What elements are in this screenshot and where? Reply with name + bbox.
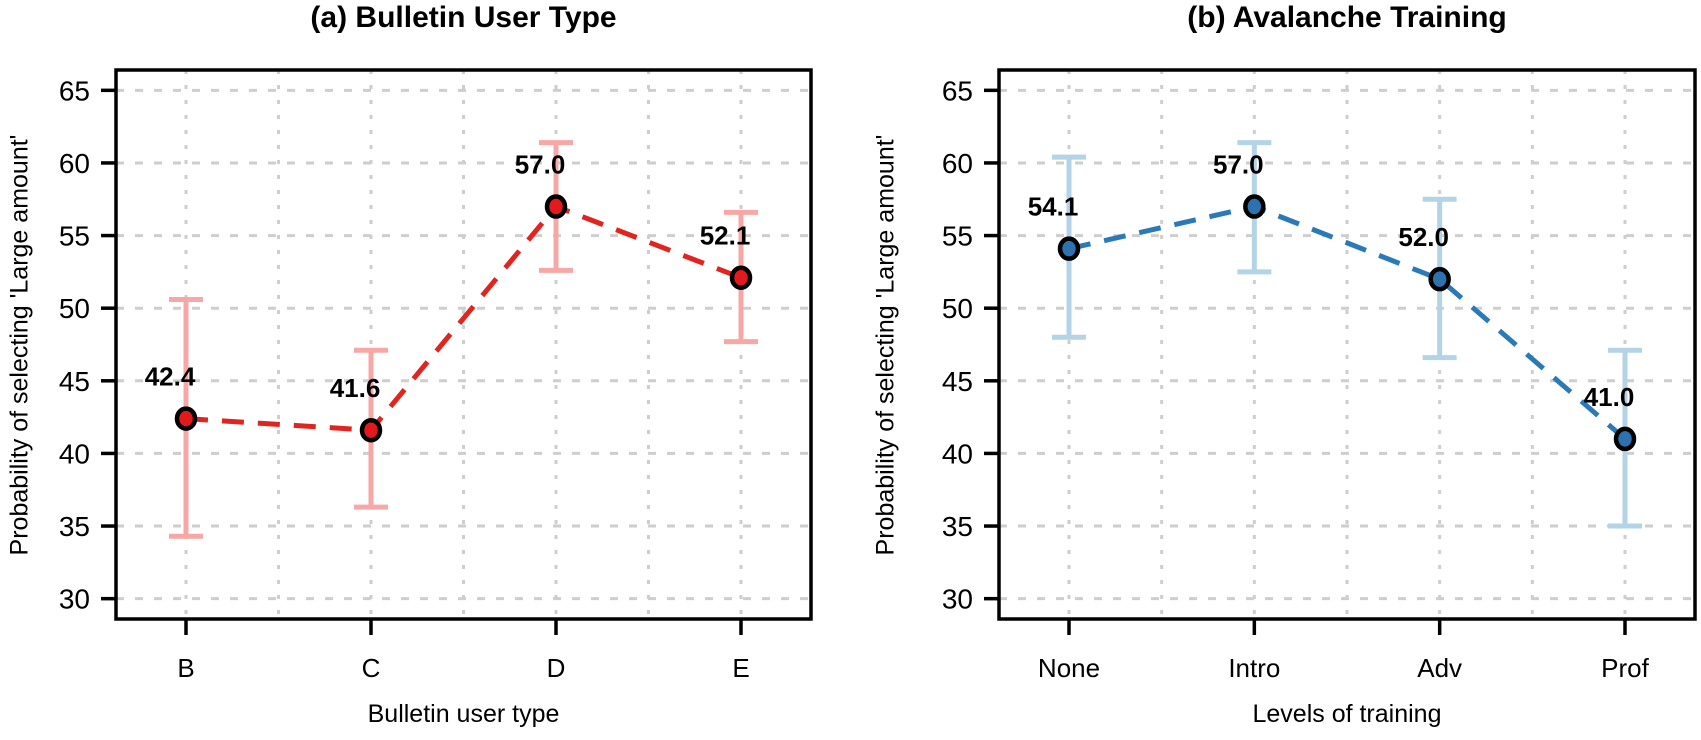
y-tick-label: 35 (59, 511, 90, 542)
panel-b-x-axis-title: Levels of training (1252, 700, 1442, 728)
y-tick-label: 50 (59, 293, 90, 324)
x-category-label: C (362, 653, 381, 683)
point-value-label: 57.0 (515, 150, 566, 180)
x-category-label: B (177, 653, 194, 683)
data-point (1428, 266, 1451, 292)
y-tick-label: 60 (59, 148, 90, 179)
data-point (544, 194, 568, 219)
x-category-label: Adv (1417, 653, 1462, 683)
y-tick-label: 50 (942, 293, 973, 324)
y-tick-label: 45 (942, 366, 973, 397)
point-value-label: 41.6 (330, 373, 381, 403)
y-tick-label: 65 (59, 75, 90, 106)
x-category-label: D (547, 653, 566, 683)
point-value-label: 52.1 (700, 221, 751, 251)
series-line (1068, 203, 1627, 441)
point-value-label: 57.0 (1213, 150, 1264, 180)
data-point (729, 265, 753, 290)
data-point (1613, 426, 1637, 452)
y-tick-label: 45 (59, 366, 90, 397)
panel-b-title: (b) Avalanche Training (1187, 1, 1507, 34)
panel-b-plot: 30 35 40 45 50 55 60 65 None Intro Adv Prof 54.1 57.0… (942, 68, 1697, 683)
data-point (359, 417, 383, 443)
y-tick-label: 40 (59, 438, 90, 469)
y-tick-label: 65 (942, 75, 973, 106)
panel-a-x-axis-title: Bulletin user type (367, 700, 560, 728)
y-tick-label: 40 (942, 438, 973, 469)
plot-box (114, 68, 813, 621)
plot-box (997, 68, 1697, 621)
point-value-label: 54.1 (1028, 192, 1079, 222)
point-value-label: 52.0 (1398, 222, 1449, 252)
y-tick-label: 30 (59, 584, 90, 615)
point-value-label: 42.4 (145, 362, 196, 392)
data-point (174, 406, 198, 431)
point-value-label: 41.0 (1584, 382, 1635, 412)
y-tick-label: 55 (59, 221, 90, 252)
x-category-label: Intro (1228, 653, 1280, 683)
data-point (1057, 236, 1081, 261)
y-tick-label: 55 (942, 221, 973, 252)
panel-a-title: (a) Bulletin User Type (310, 1, 617, 34)
y-tick-label: 35 (942, 511, 973, 542)
x-category-label: Prof (1601, 653, 1649, 683)
panel-a-plot: 30 35 40 45 50 55 60 65 B C D E 42.4 41.6 57.0 52.1 (59, 68, 813, 683)
y-tick-label: 30 (942, 584, 973, 615)
series-line (185, 203, 742, 433)
y-tick-label: 60 (942, 148, 973, 179)
data-point (1243, 194, 1266, 219)
x-category-label: None (1038, 653, 1100, 683)
x-category-label: E (732, 653, 749, 683)
